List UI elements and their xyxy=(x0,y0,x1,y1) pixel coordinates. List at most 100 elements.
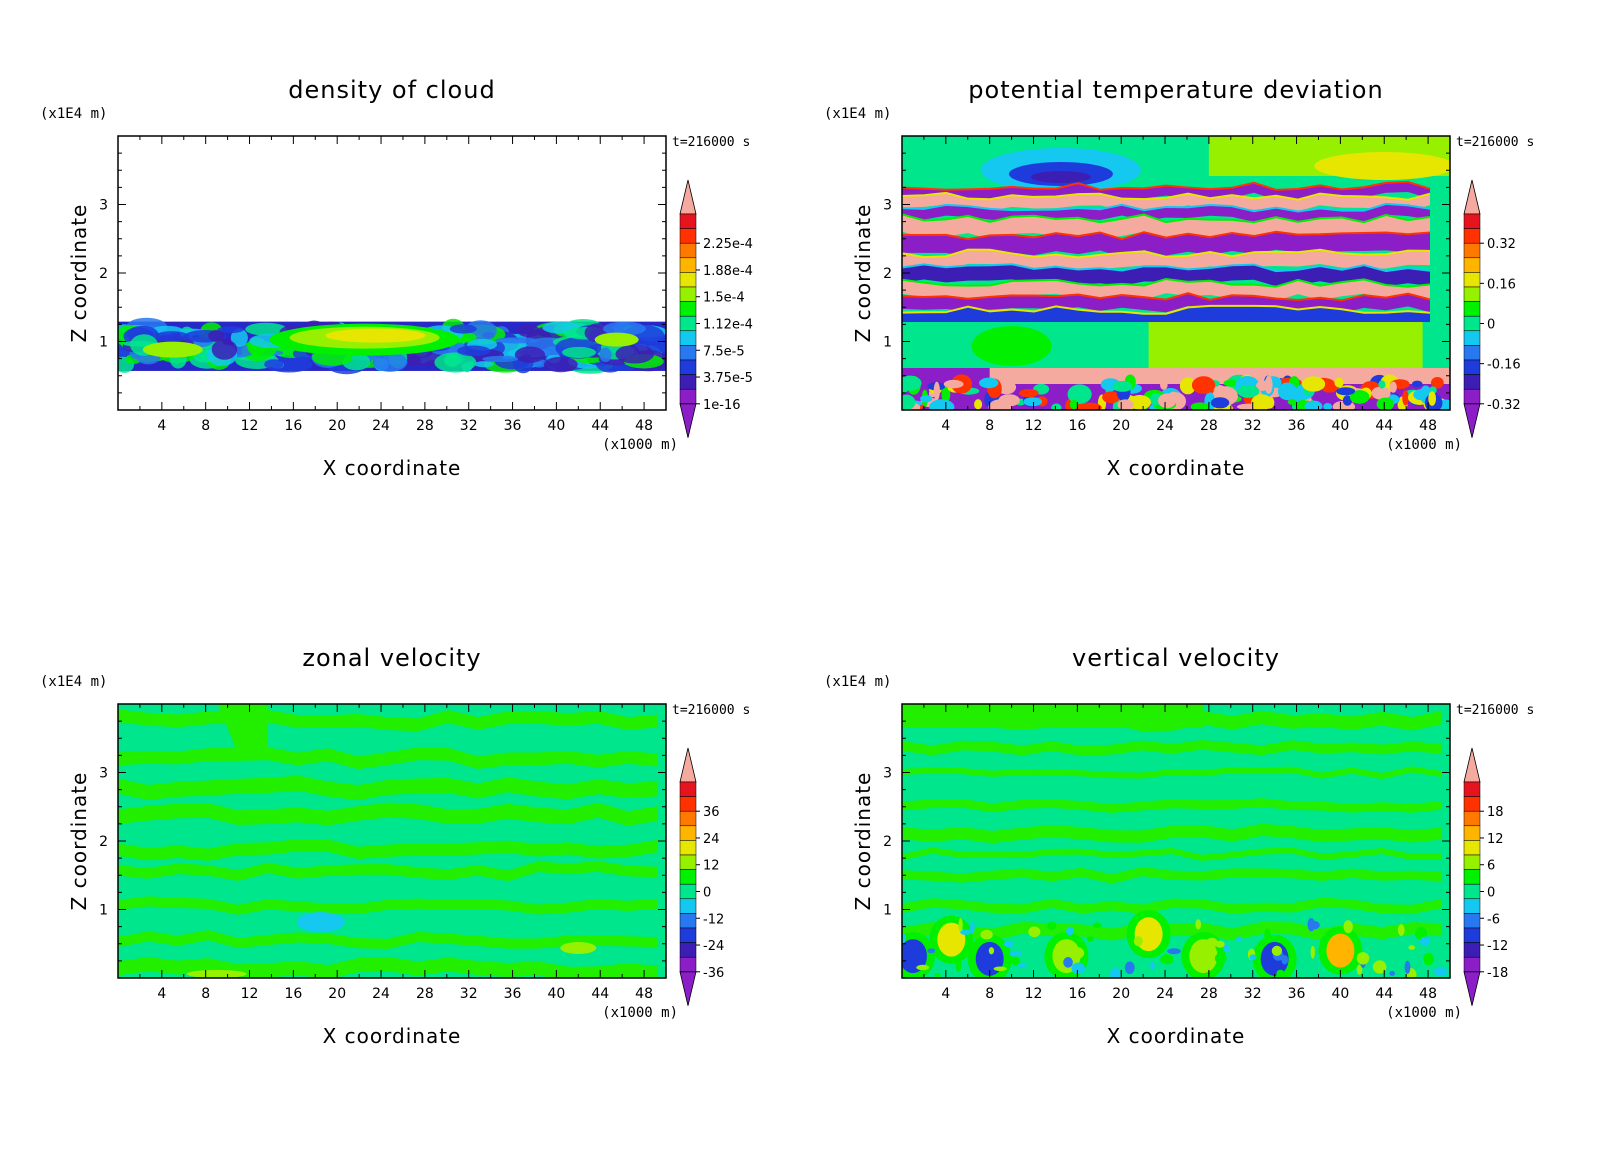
colorbar-segment xyxy=(679,854,697,870)
x-tick-label: 36 xyxy=(504,986,522,1002)
vertical-band xyxy=(902,847,1442,861)
colorbar-segment xyxy=(679,286,697,302)
vertical-eddy xyxy=(1133,936,1143,947)
vertical-cell xyxy=(902,939,927,974)
vertical-eddy xyxy=(1408,945,1416,950)
colorbar-label: 1.12e-4 xyxy=(703,318,753,333)
vertical-eddy xyxy=(1071,962,1086,975)
theta-eddy xyxy=(1301,376,1326,392)
cloud-patch xyxy=(154,331,190,342)
y-axis-label: Z coordinate xyxy=(67,204,91,343)
vertical-eddy xyxy=(1208,941,1216,950)
vertical-eddy xyxy=(1011,956,1020,966)
vertical-eddy xyxy=(1150,962,1155,970)
theta-eddy xyxy=(1067,384,1092,405)
colorbar-segment xyxy=(679,242,697,259)
x-tick-label: 44 xyxy=(591,986,609,1002)
vertical-eddy xyxy=(1397,924,1405,936)
x-tick-label: 16 xyxy=(284,418,302,434)
colorbar-segment xyxy=(1463,956,1481,973)
cloud-patch xyxy=(372,352,408,372)
colorbar-segment xyxy=(679,301,697,317)
x-tick-label: 24 xyxy=(372,418,390,434)
theta-eddy xyxy=(1349,390,1370,404)
theta-eddy xyxy=(1256,380,1269,391)
theta-eddy xyxy=(943,379,964,389)
vertical-eddy xyxy=(1249,954,1257,961)
colorbar-segment xyxy=(1463,796,1481,812)
vertical-eddy xyxy=(1063,957,1073,968)
y-unit-label: (x1E4 m) xyxy=(40,674,107,690)
vertical-eddy xyxy=(1070,947,1085,959)
colorbar-segment xyxy=(679,359,697,375)
x-tick-label: 44 xyxy=(591,418,609,434)
vertical-eddy xyxy=(1419,936,1431,946)
theta-eddy xyxy=(1077,402,1102,410)
zonal-blob xyxy=(296,912,345,932)
y-tick-label: 2 xyxy=(883,266,892,282)
chart-panel-vertical: vertical velocity (x1E4 m) t=216000 s 4 8 12 1… xyxy=(784,568,1584,1147)
colorbar-segment xyxy=(679,883,697,900)
theta-eddy xyxy=(1430,376,1444,389)
cloud-patch xyxy=(474,361,494,368)
vertical-band xyxy=(902,921,1442,941)
cloud-patch xyxy=(562,346,596,358)
theta-eddy xyxy=(1023,397,1043,407)
theta-edge xyxy=(902,202,1431,213)
colorbar-label: -12 xyxy=(703,912,724,927)
field-layer xyxy=(118,136,666,410)
colorbar-bottom-arrow xyxy=(1463,971,1481,1006)
colorbar-segment xyxy=(1463,213,1481,229)
theta-edge xyxy=(902,292,1431,302)
colorbar-segment xyxy=(1463,913,1481,929)
colorbar-label: 24 xyxy=(703,832,720,847)
colorbar-label: 12 xyxy=(703,859,720,874)
colorbar-label: 0 xyxy=(703,886,711,901)
colorbar-segment xyxy=(1463,854,1481,870)
plot-area xyxy=(901,135,1451,411)
colorbar-label: 0 xyxy=(1487,318,1495,333)
cloud-patch xyxy=(434,352,477,373)
cloud-patch xyxy=(494,337,538,344)
cloud-patch xyxy=(543,356,578,373)
x-axis-label: X coordinate xyxy=(1107,1024,1246,1048)
colorbar-segment xyxy=(679,927,697,943)
x-tick-label: 28 xyxy=(1200,986,1218,1002)
x-tick-label: 44 xyxy=(1375,986,1393,1002)
cloud-patch xyxy=(599,347,612,363)
x-tick-label: 28 xyxy=(416,986,434,1002)
vertical-eddy xyxy=(955,959,962,972)
chart-title: potential temperature deviation xyxy=(968,76,1383,104)
vertical-eddy xyxy=(980,929,993,940)
x-tick-label: 40 xyxy=(547,986,565,1002)
x-axis-label: X coordinate xyxy=(1107,456,1246,480)
chart-panel-theta: potential temperature deviation (x1E4 m) t… xyxy=(784,0,1584,579)
x-axis-label: X coordinate xyxy=(323,456,462,480)
colorbar-segment xyxy=(1463,301,1481,317)
cloud-patch xyxy=(482,355,519,363)
x-tick-label: 36 xyxy=(1288,986,1306,1002)
theta-eddy xyxy=(902,375,922,391)
colorbar-label: 1.5e-4 xyxy=(703,291,745,306)
colorbar-label: -18 xyxy=(1487,966,1508,981)
cloud-patch xyxy=(211,339,238,360)
timestamp-label: t=216000 s xyxy=(1456,135,1534,150)
colorbar-segment xyxy=(1463,330,1481,346)
theta-eddy xyxy=(1334,377,1344,388)
colorbar-segment xyxy=(1463,942,1481,958)
colorbar-top-arrow xyxy=(679,747,697,783)
plot-area xyxy=(901,703,1451,979)
timestamp-label: t=216000 s xyxy=(672,703,750,718)
vertical-eddy xyxy=(1222,944,1230,953)
x-tick-label: 8 xyxy=(201,418,210,434)
colorbar-segment xyxy=(1463,286,1481,302)
cloud-core xyxy=(142,341,203,358)
colorbar-top-arrow xyxy=(1463,179,1481,215)
theta-eddy xyxy=(1190,402,1210,410)
zonal-band xyxy=(118,802,658,826)
vertical-eddy xyxy=(993,966,1007,972)
x-tick-label: 44 xyxy=(1375,418,1393,434)
theta-eddy xyxy=(1128,395,1152,410)
x-tick-label: 8 xyxy=(985,418,994,434)
vertical-band xyxy=(902,739,1442,756)
